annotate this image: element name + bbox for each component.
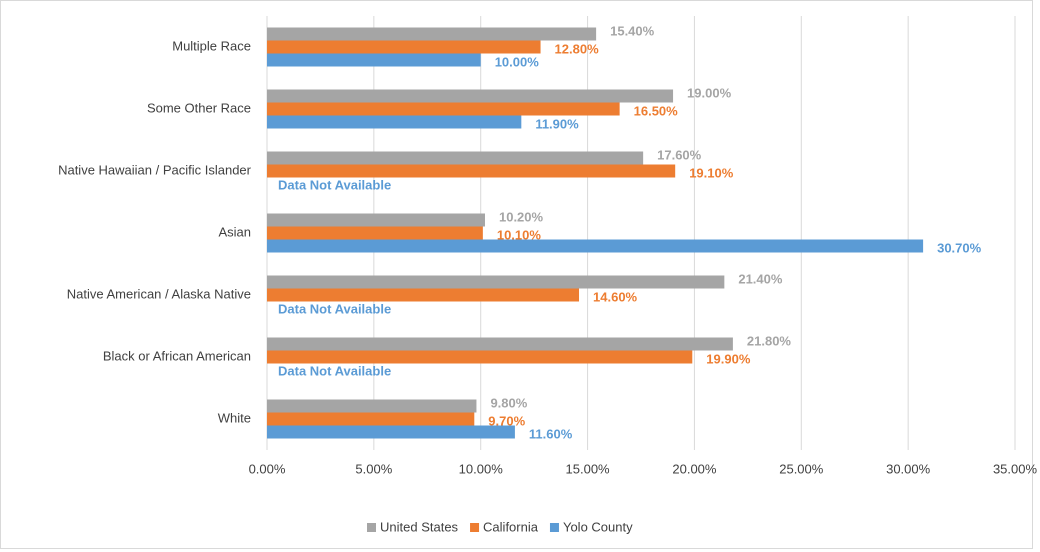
value-label: Data Not Available (278, 177, 391, 192)
x-tick-label: 5.00% (355, 461, 392, 476)
bar (267, 275, 725, 289)
bar (267, 89, 674, 103)
value-label: 15.40% (610, 23, 655, 38)
bar (267, 337, 733, 351)
value-label: 30.70% (937, 240, 982, 255)
value-label: 10.20% (499, 209, 544, 224)
value-label: Data Not Available (278, 301, 391, 316)
value-label: 21.80% (747, 333, 792, 348)
bar (267, 288, 580, 302)
value-label: 11.60% (529, 426, 573, 441)
x-tick-label: 30.00% (886, 461, 931, 476)
value-label: 16.50% (634, 103, 679, 118)
bar (267, 239, 924, 253)
legend-label: California (483, 519, 539, 534)
y-tick-label: Black or African American (103, 348, 251, 363)
x-tick-label: 15.00% (566, 461, 611, 476)
bar (267, 115, 522, 129)
bar (267, 399, 477, 413)
x-tick-label: 0.00% (249, 461, 286, 476)
value-label: 14.60% (593, 289, 638, 304)
value-label: Data Not Available (278, 363, 391, 378)
y-tick-label: Asian (218, 224, 251, 239)
bar (267, 53, 481, 67)
legend-label: Yolo County (563, 519, 633, 534)
bar (267, 151, 644, 165)
legend-swatch (549, 523, 559, 532)
bar (267, 350, 693, 364)
x-tick-label: 25.00% (779, 461, 824, 476)
value-label: 11.90% (535, 116, 579, 131)
value-label: 10.00% (495, 54, 540, 69)
bar (267, 164, 676, 178)
y-tick-label: White (218, 410, 251, 425)
y-tick-label: Multiple Race (172, 38, 251, 53)
x-tick-label: 35.00% (993, 461, 1038, 476)
bar (267, 213, 485, 227)
y-tick-label: Native American / Alaska Native (67, 286, 251, 301)
value-label: 19.00% (687, 85, 732, 100)
bar (267, 412, 475, 426)
bar (267, 102, 620, 116)
y-tick-label: Some Other Race (147, 100, 251, 115)
value-label: 10.10% (497, 227, 542, 242)
value-label: 9.70% (488, 413, 525, 428)
y-tick-label: Native Hawaiian / Pacific Islander (58, 162, 252, 177)
value-label: 21.40% (738, 271, 783, 286)
value-label: 19.90% (706, 351, 751, 366)
value-label: 17.60% (657, 147, 702, 162)
x-tick-label: 10.00% (459, 461, 504, 476)
value-label: 12.80% (555, 41, 600, 56)
legend-label: United States (380, 519, 459, 534)
bar (267, 425, 515, 439)
value-label: 9.80% (490, 395, 527, 410)
legend-swatch (470, 523, 480, 532)
bar (267, 40, 541, 54)
x-tick-label: 20.00% (672, 461, 717, 476)
bar (267, 226, 483, 240)
legend-swatch (367, 523, 376, 532)
value-label: 19.10% (689, 165, 734, 180)
bar (267, 27, 597, 41)
